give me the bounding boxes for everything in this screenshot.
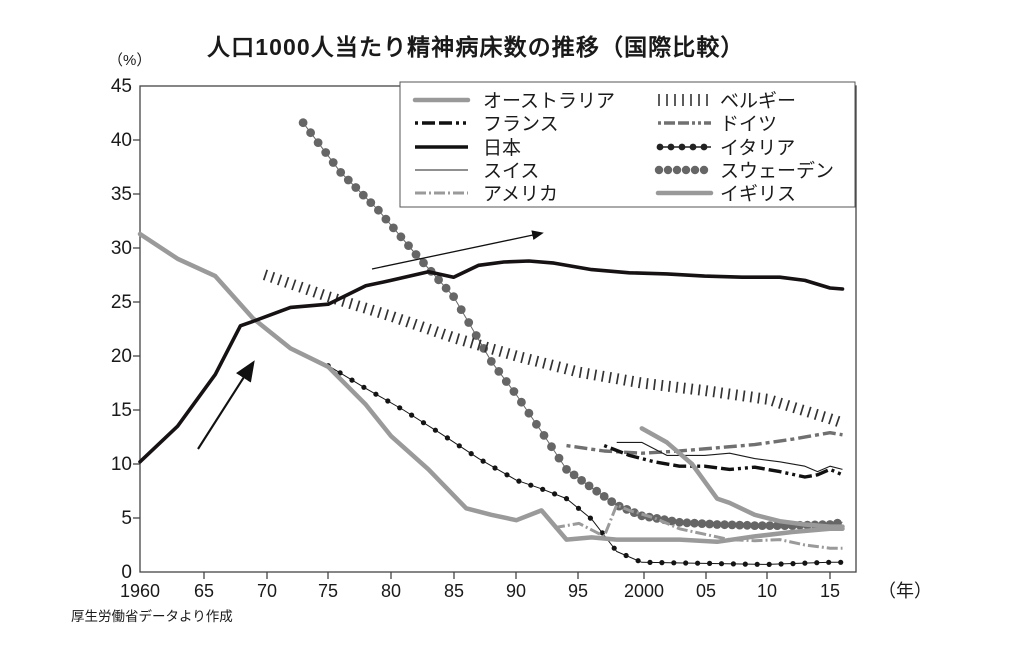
svg-text:10: 10	[757, 581, 777, 601]
svg-text:65: 65	[194, 581, 214, 601]
svg-text:75: 75	[318, 581, 338, 601]
svg-text:イタリア: イタリア	[720, 137, 795, 159]
svg-text:35: 35	[111, 184, 132, 205]
svg-text:5: 5	[121, 508, 132, 529]
svg-text:85: 85	[444, 581, 464, 601]
svg-text:05: 05	[696, 581, 716, 601]
svg-text:20: 20	[111, 346, 132, 367]
svg-text:日本: 日本	[483, 137, 521, 159]
svg-text:95: 95	[568, 581, 588, 601]
svg-text:（年）: （年）	[878, 581, 932, 601]
svg-text:イギリス: イギリス	[720, 183, 796, 205]
svg-text:15: 15	[111, 400, 132, 421]
svg-text:アメリカ: アメリカ	[483, 184, 558, 205]
svg-text:25: 25	[111, 292, 132, 313]
svg-text:15: 15	[820, 581, 840, 601]
svg-text:0: 0	[121, 562, 132, 583]
svg-text:（%）: （%）	[108, 52, 151, 69]
svg-text:40: 40	[111, 130, 132, 151]
svg-text:ベルギー: ベルギー	[720, 90, 796, 112]
svg-text:30: 30	[111, 238, 132, 259]
svg-text:1960: 1960	[120, 581, 160, 601]
svg-text:90: 90	[506, 581, 526, 601]
svg-text:スウェーデン: スウェーデン	[720, 160, 834, 182]
svg-text:2000: 2000	[624, 581, 664, 601]
svg-text:フランス: フランス	[483, 114, 559, 135]
svg-text:80: 80	[381, 581, 401, 601]
svg-text:70: 70	[257, 581, 277, 601]
svg-text:10: 10	[111, 454, 132, 475]
svg-text:45: 45	[111, 76, 132, 97]
svg-text:ドイツ: ドイツ	[720, 114, 777, 135]
svg-text:スイス: スイス	[483, 161, 539, 182]
svg-text:オーストラリア: オーストラリア	[483, 91, 615, 112]
